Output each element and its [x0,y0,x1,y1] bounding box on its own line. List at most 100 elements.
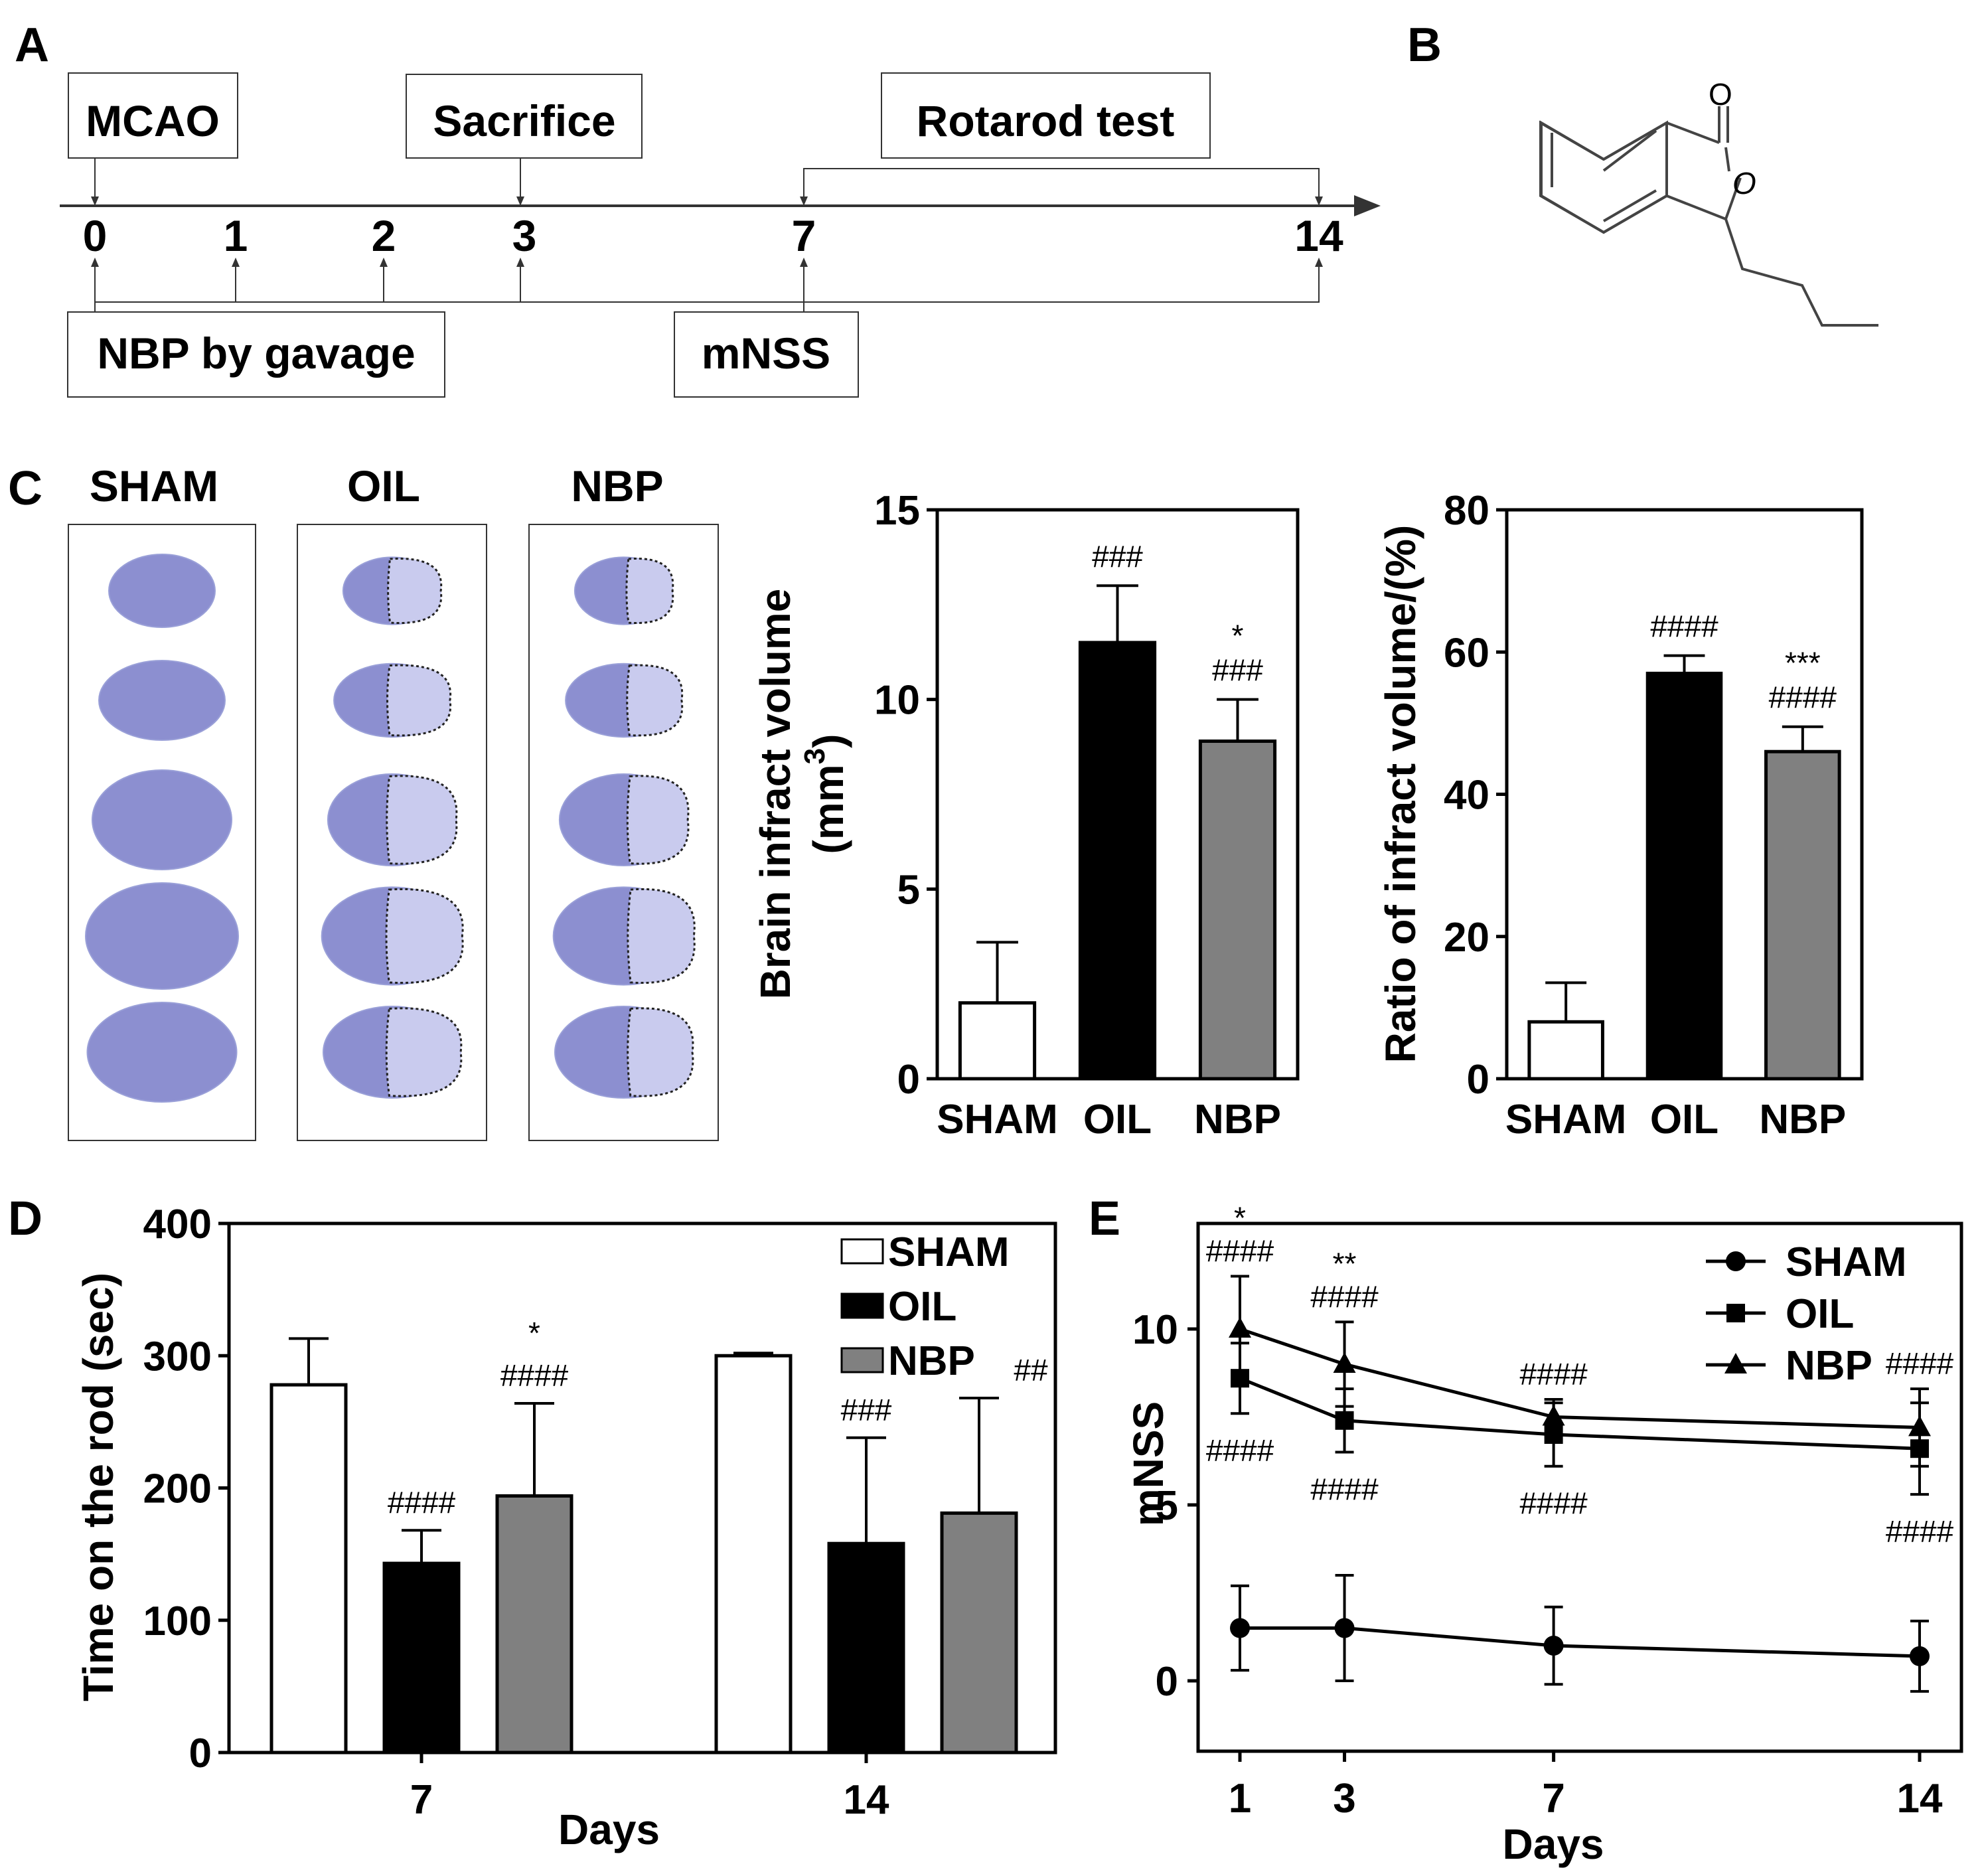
legend-marker [1724,1353,1747,1373]
data-point-nbp [1229,1317,1252,1338]
brain-slices [68,524,719,1141]
data-point-nbp [1908,1415,1931,1437]
y-tick-label: 15 [874,488,920,534]
data-point-nbp [1333,1352,1356,1373]
legend-label: SHAM [888,1229,1010,1275]
panel-label-e: E [1089,1192,1120,1245]
brain-slice [85,882,239,990]
mcao-label: MCAO [86,96,220,145]
bar-sham [714,1354,793,1755]
data-point-sham [1230,1618,1251,1638]
y-tick-label: 80 [1444,488,1489,534]
mcao-box [68,72,238,159]
significance-label: #### [1519,1357,1588,1391]
up-arrow-icon [800,258,808,267]
bar-sham [1527,1020,1604,1081]
x-tick-label: OIL [1650,1097,1718,1142]
significance-label: #### [1886,1514,1954,1549]
y-tick-label: 300 [143,1334,212,1379]
infarct-outline [386,775,458,865]
up-arrow-icon [516,258,524,267]
panel-label-c: C [8,462,42,515]
infarct-outline [626,664,684,737]
timeline-tick: 0 [83,211,108,260]
significance-label: #### [1206,1433,1274,1468]
significance-label: #### [1650,609,1718,644]
legend-label: NBP [888,1338,975,1384]
brain-slice [98,660,226,741]
y-tick-label: 0 [1156,1659,1178,1705]
y-tick-label: 400 [143,1202,212,1247]
down-arrow-icon [91,196,99,206]
panel-label-d: D [8,1192,42,1245]
infarct-outline [627,1007,694,1097]
x-tick-label: 1 [1229,1776,1251,1822]
infarct-outline [386,664,452,737]
slice-group-label: SHAM [90,461,218,510]
significance-label: * #### [1206,1201,1274,1269]
y-axis-label: mNSS [1124,1401,1172,1527]
legend-marker [1726,1304,1745,1322]
y-axis-label: Ratio of infract volume/(%) [1377,525,1424,1063]
y-tick-label: 40 [1444,773,1489,819]
bar-sham [958,1001,1037,1081]
y-axis-label: Brain infract volume [751,589,799,1000]
y-axis-label: Time on the rod (sec) [74,1273,122,1701]
x-tick-label: SHAM [1505,1097,1627,1142]
significance-label: #### [1886,1346,1954,1381]
x-tick-label: 7 [410,1777,433,1823]
y-tick-label: 0 [189,1731,212,1776]
timeline-tick: 1 [224,211,248,260]
significance-label: #### [1519,1486,1588,1521]
data-point-nbp [1542,1405,1565,1426]
legend-marker [1726,1251,1746,1271]
down-arrow-icon [800,196,808,206]
y-tick-label: 5 [897,867,920,913]
significance-label: ## [1014,1353,1048,1387]
sacrifice-label: Sacrifice [433,96,615,145]
bar-oil [827,1541,905,1755]
legend-label: SHAM [1786,1239,1907,1285]
series-line-nbp [1239,1327,1920,1429]
significance-label: #### [1310,1472,1379,1507]
timeline-diagram [60,72,1381,398]
slice-group-label: OIL [347,461,420,510]
infarct-outline [626,775,690,865]
y-tick-label: 20 [1444,915,1489,961]
down-arrow-icon [1315,196,1323,206]
y-tick-label: 0 [897,1057,920,1103]
significance-label: ### [841,1393,892,1427]
panel-label-a: A [15,19,49,72]
data-point-oil [1335,1411,1354,1430]
x-tick-label: 14 [1897,1776,1943,1822]
significance-label: *** #### [1769,646,1837,715]
slice-frame [297,524,487,1141]
infarct-outline [385,1007,463,1097]
rotarod-box [881,72,1211,159]
slice-frame [528,524,719,1141]
timeline-arrow-icon [1354,195,1381,216]
timeline-tick: 14 [1294,211,1343,260]
brain-slice [92,769,232,870]
up-arrow-icon [1315,258,1323,267]
nbp-gavage-label: NBP by gavage [97,329,415,378]
slice-group-label: NBP [571,461,663,510]
slice-frame [68,524,256,1141]
mnss-label: mNSS [702,329,830,378]
x-tick-label: OIL [1083,1097,1152,1142]
mnss-chart: 0 5 10 1 3 7 14 * #### #### ** #### #### #### #### ####… [1124,1201,1963,1868]
infarct-outline [387,557,443,625]
mnss-box [674,311,859,398]
bar-nbp [1198,740,1277,1081]
bar-nbp [1764,749,1841,1081]
legend-swatch [840,1292,884,1319]
up-arrow-icon [380,258,388,267]
up-arrow-icon [232,258,240,267]
x-axis-label: Days [1503,1820,1604,1868]
bar-nbp [495,1494,573,1755]
significance-label: ** #### [1310,1246,1379,1314]
data-point-sham [1334,1618,1355,1638]
x-tick-label: NBP [1194,1097,1281,1142]
down-arrow-icon [516,196,524,206]
bar-nbp [940,1511,1018,1755]
